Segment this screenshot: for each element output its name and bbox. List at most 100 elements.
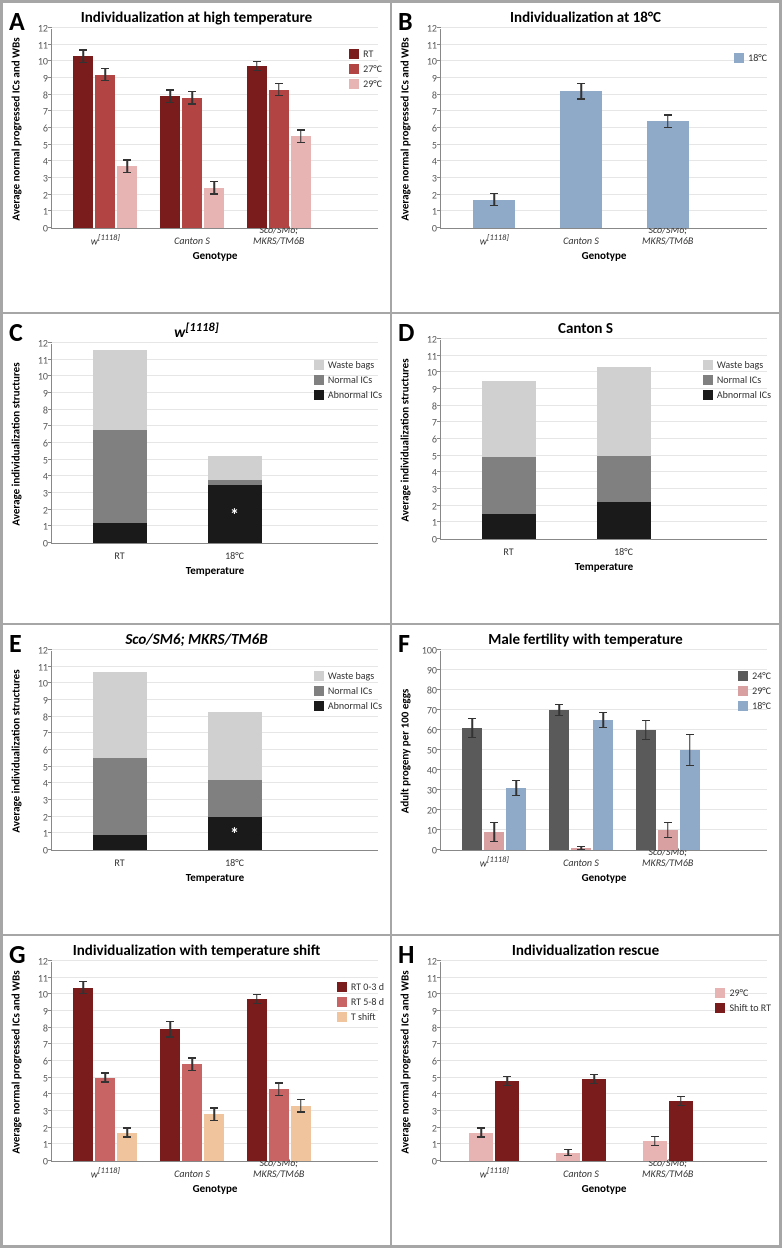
y-tick: 12 [413,955,437,968]
legend: RT27°C29°C [349,47,382,92]
y-tick: 2 [413,1121,437,1134]
y-tick: 1 [413,516,437,529]
x-axis-label: Genotype [193,249,238,262]
legend-swatch [349,49,359,59]
bar [291,1106,311,1161]
y-tick: 6 [413,433,437,446]
legend-text: Normal ICs [328,373,372,386]
legend-swatch [314,671,324,681]
y-tick: 20 [413,804,437,817]
legend-text: 24°C [752,669,771,682]
y-tick: 6 [24,1055,48,1068]
legend-text: T shift [351,1010,376,1023]
y-tick: 6 [413,1055,437,1068]
y-tick: 10 [413,824,437,837]
legend: RT 0-3 d RT 5-8 d T shift [337,980,384,1025]
panel-H: HIndividualization rescueAverage normal … [391,935,780,1246]
bar [560,91,602,228]
bar-group [247,999,311,1161]
y-tick: 1 [24,827,48,840]
legend-item: RT [349,47,382,60]
chart-area: Average normal progressed ICs and WBsGen… [51,29,378,229]
bar [549,710,569,850]
legend-swatch [337,997,347,1007]
bar-group [462,728,526,850]
y-tick: 60 [413,724,437,737]
y-tick: 6 [24,122,48,135]
figure-grid: AIndividualization at high temperatureAv… [0,0,782,1248]
legend-item: RT 0-3 d [337,980,384,993]
stack-segment [208,456,262,479]
legend-item: 18°C [734,51,767,64]
y-tick: 8 [24,710,48,723]
y-tick: 2 [24,810,48,823]
chart-area: Average normal progressed ICs and WBsGen… [51,962,378,1162]
bar [247,66,267,228]
bar-group [160,1029,224,1161]
bar [117,166,137,228]
legend-item: Abnormal ICs [314,699,382,712]
legend-text: RT 0-3 d [351,980,384,993]
panel-G: GIndividualization with temperature shif… [2,935,391,1246]
legend-item: T shift [337,1010,384,1023]
legend-swatch [337,1012,347,1022]
y-tick: 70 [413,704,437,717]
y-tick: 2 [413,499,437,512]
y-tick: 10 [413,55,437,68]
y-tick: 12 [24,955,48,968]
panel-title: Individualization at 18°C [398,9,773,27]
legend-text: Normal ICs [328,684,372,697]
y-tick: 5 [24,453,48,466]
y-tick: 8 [24,88,48,101]
y-tick: 12 [24,337,48,350]
y-tick: 7 [24,1038,48,1051]
legend: Waste bags Normal ICs Abnormal ICs [314,669,382,714]
y-tick: 5 [24,760,48,773]
y-tick: 2 [24,188,48,201]
bar [495,1081,519,1161]
legend-swatch [734,53,744,63]
legend-item: Waste bags [314,669,382,682]
legend: 18°C [734,51,767,66]
y-tick: 12 [24,22,48,35]
y-tick: 2 [24,503,48,516]
bar [182,98,202,228]
legend-text: RT [363,47,373,60]
y-tick: 8 [24,1021,48,1034]
y-tick: 3 [413,1105,437,1118]
legend-swatch [349,64,359,74]
y-tick: 1 [413,205,437,218]
y-tick: 11 [413,38,437,51]
y-tick: 3 [24,1105,48,1118]
bar [473,200,515,228]
y-axis-label: Average normal progressed ICs and WBs [399,970,412,1153]
y-tick: 2 [24,1121,48,1134]
y-tick: 1 [413,1138,437,1151]
bar [469,1133,493,1161]
y-tick: 9 [413,383,437,396]
legend-item: Abnormal ICs [703,388,771,401]
x-tick-label: RT [114,550,124,561]
y-tick: 0 [24,1155,48,1168]
bar-group [549,710,613,850]
stacked-bar [93,672,147,850]
x-tick-label: w[1118] [91,234,120,246]
bar [95,1078,115,1161]
y-tick: 4 [413,466,437,479]
legend-text: 27°C [363,62,382,75]
panel-title: Sco/SM6; MKRS/TM6B [9,631,384,649]
stack-segment [482,457,536,514]
panel-label: D [398,316,414,348]
stacked-bar: * [208,712,262,850]
chart-area: Adult progeny per 100 eggsGenotype010203… [440,651,767,851]
y-tick: 4 [413,155,437,168]
bar-group [636,730,700,850]
y-tick: 7 [413,105,437,118]
stack-segment [93,835,147,850]
stacked-bar: * [208,456,262,543]
y-tick: 4 [413,1088,437,1101]
y-tick: 50 [413,744,437,757]
legend-item: RT 5-8 d [337,995,384,1008]
stack-segment [208,712,262,780]
y-tick: 90 [413,664,437,677]
